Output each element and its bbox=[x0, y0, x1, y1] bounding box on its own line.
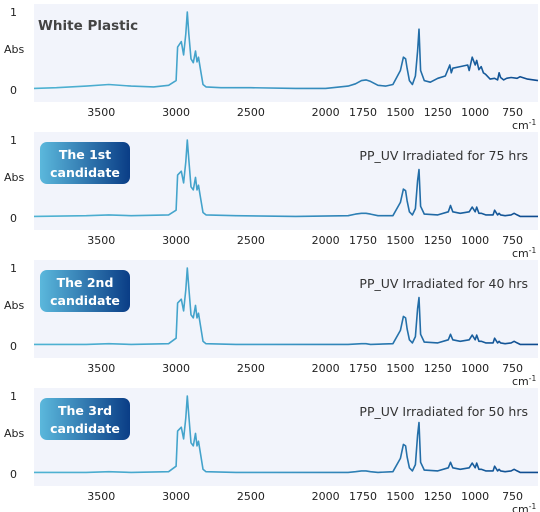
badge-line-2: candidate bbox=[50, 165, 120, 180]
y-tick-label: 1 bbox=[10, 262, 17, 275]
x-tick-label: 3000 bbox=[162, 490, 190, 503]
x-tick-label: 1000 bbox=[461, 106, 489, 119]
x-axis-label: cm-1 bbox=[512, 374, 536, 388]
x-tick-label: 2000 bbox=[312, 234, 340, 247]
badge-line-1: The 2nd bbox=[57, 275, 114, 290]
x-tick-label: 1500 bbox=[386, 106, 414, 119]
x-tick-label: 1000 bbox=[461, 234, 489, 247]
x-tick-label: 2500 bbox=[237, 490, 265, 503]
candidate-badge: The 1st candidate bbox=[40, 142, 130, 184]
spectrum-line bbox=[33, 139, 538, 218]
y-axis-label: Abs bbox=[4, 427, 25, 440]
x-tick-label: 1750 bbox=[349, 106, 377, 119]
x-tick-label: 1250 bbox=[424, 106, 452, 119]
y-tick-label: 0 bbox=[10, 468, 17, 481]
spectrum-panel-4: 0 1 Abs 3500 3000 2500 2000 1750 1500 1250 1000 750… bbox=[4, 388, 538, 512]
y-tick-label: 1 bbox=[10, 390, 17, 403]
x-axis-label: cm-1 bbox=[512, 246, 536, 260]
condition-label: PP_UV Irradiated for 40 hrs bbox=[359, 276, 528, 291]
condition-label: PP_UV Irradiated for 50 hrs bbox=[359, 404, 528, 419]
x-tick-label: 1500 bbox=[386, 362, 414, 375]
badge-line-2: candidate bbox=[50, 421, 120, 436]
x-tick-label: 750 bbox=[502, 490, 523, 503]
x-axis-label: cm-1 bbox=[512, 118, 536, 132]
condition-label: PP_UV Irradiated for 75 hrs bbox=[359, 148, 528, 163]
x-tick-label: 2000 bbox=[312, 106, 340, 119]
x-tick-label: 3500 bbox=[87, 362, 115, 375]
x-tick-label: 1250 bbox=[424, 362, 452, 375]
x-axis-label: cm-1 bbox=[512, 502, 536, 512]
y-tick-label: 0 bbox=[10, 340, 17, 353]
badge-line-2: candidate bbox=[50, 293, 120, 308]
spectrum-line bbox=[34, 395, 538, 474]
x-tick-label: 2000 bbox=[312, 362, 340, 375]
spectrum-line bbox=[33, 11, 539, 90]
x-tick-label: 750 bbox=[502, 234, 523, 247]
chart-title: White Plastic bbox=[38, 18, 138, 34]
y-axis-label: Abs bbox=[4, 171, 25, 184]
candidate-badge: The 2nd candidate bbox=[40, 270, 130, 312]
x-tick-label: 2000 bbox=[312, 490, 340, 503]
y-axis-label: Abs bbox=[4, 299, 25, 312]
y-tick-label: 0 bbox=[10, 84, 17, 97]
x-tick-label: 3000 bbox=[162, 234, 190, 247]
y-tick-label: 1 bbox=[10, 6, 17, 19]
x-tick-label: 1000 bbox=[461, 490, 489, 503]
x-tick-label: 2500 bbox=[237, 362, 265, 375]
x-tick-label: 3500 bbox=[87, 490, 115, 503]
spectrum-panel-1: 0 1 Abs 3500 3000 2500 2000 1750 1500 1250 1000 750… bbox=[4, 4, 539, 132]
candidate-badge: The 3rd candidate bbox=[40, 398, 130, 440]
y-tick-label: 0 bbox=[10, 212, 17, 225]
badge-line-1: The 3rd bbox=[58, 403, 112, 418]
x-tick-label: 1750 bbox=[349, 490, 377, 503]
spectrum-panel-3: 0 1 Abs 3500 3000 2500 2000 1750 1500 1250 1000 750… bbox=[4, 260, 538, 388]
x-tick-label: 750 bbox=[502, 106, 523, 119]
x-tick-label: 1000 bbox=[461, 362, 489, 375]
x-tick-label: 3500 bbox=[87, 106, 115, 119]
x-tick-label: 1500 bbox=[386, 490, 414, 503]
x-tick-label: 3000 bbox=[162, 362, 190, 375]
x-tick-label: 3500 bbox=[87, 234, 115, 247]
x-tick-label: 1750 bbox=[349, 362, 377, 375]
x-tick-label: 1500 bbox=[386, 234, 414, 247]
badge-line-1: The 1st bbox=[59, 147, 111, 162]
x-tick-label: 3000 bbox=[162, 106, 190, 119]
x-tick-label: 2500 bbox=[237, 234, 265, 247]
x-tick-label: 1250 bbox=[424, 490, 452, 503]
y-tick-label: 1 bbox=[10, 134, 17, 147]
x-tick-label: 1250 bbox=[424, 234, 452, 247]
y-axis-label: Abs bbox=[4, 43, 25, 56]
spectrum-panel-2: 0 1 Abs 3500 3000 2500 2000 1750 1500 1250 1000 750… bbox=[4, 132, 538, 260]
x-tick-label: 750 bbox=[502, 362, 523, 375]
x-tick-label: 2500 bbox=[237, 106, 265, 119]
x-tick-label: 1750 bbox=[349, 234, 377, 247]
spectrum-line bbox=[34, 267, 538, 346]
